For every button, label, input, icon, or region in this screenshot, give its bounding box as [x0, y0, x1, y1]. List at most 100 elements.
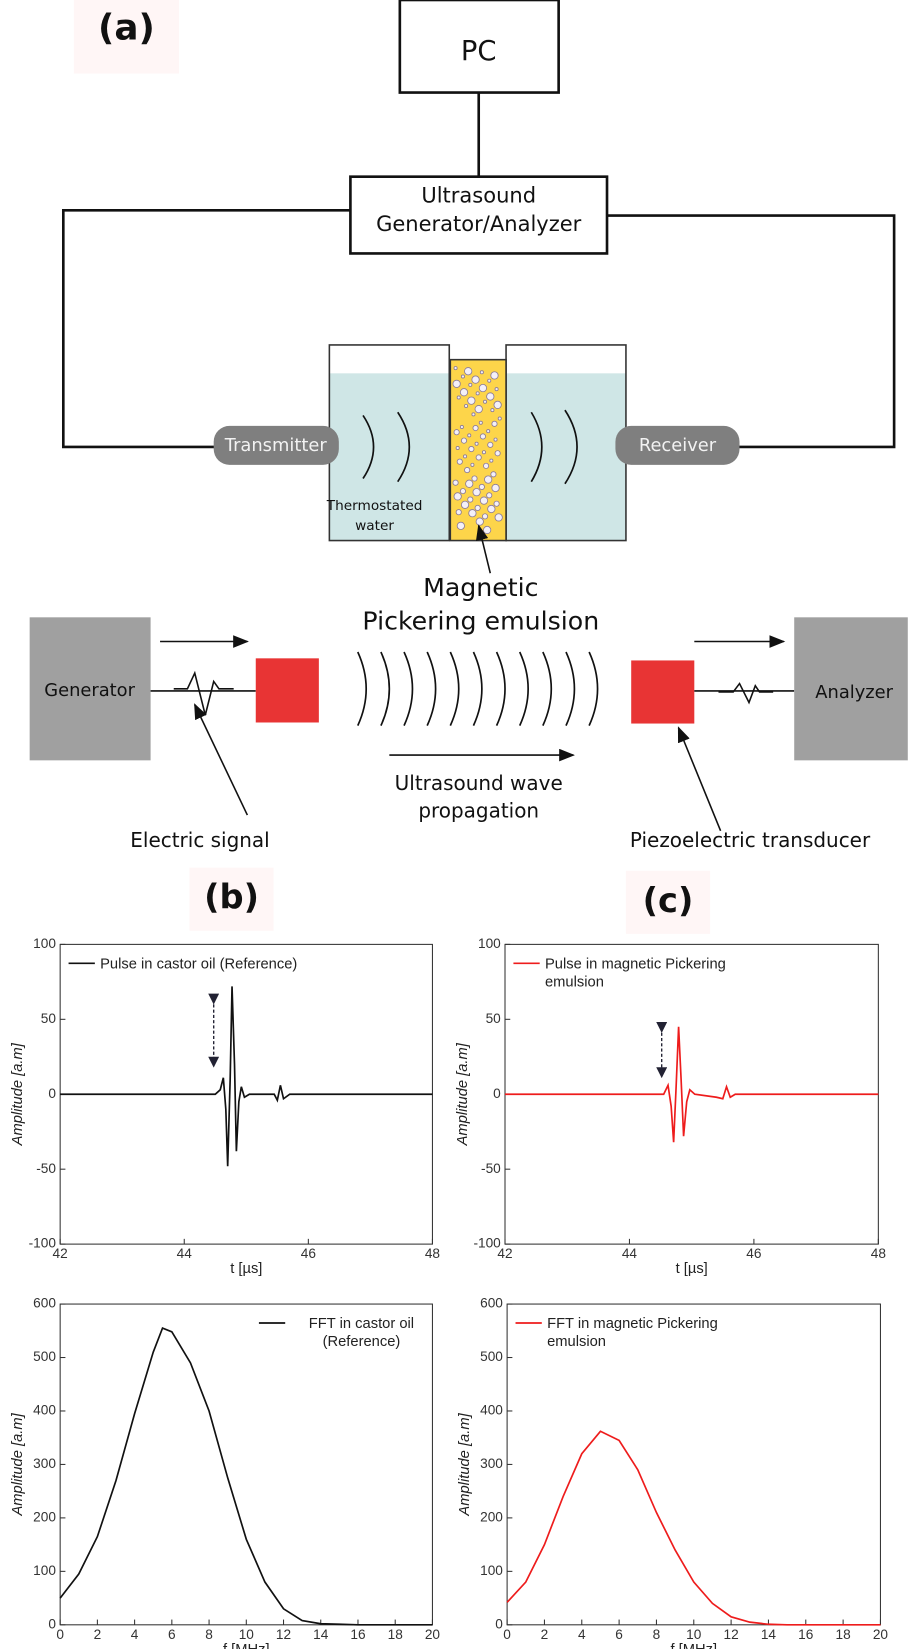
water-label: water [355, 518, 394, 534]
droplet [489, 458, 494, 463]
x-tick-label: 46 [746, 1246, 761, 1261]
y-tick-label: -50 [481, 1161, 501, 1176]
x-axis-label: t [µs] [230, 1261, 262, 1277]
droplet [478, 383, 488, 393]
arrow [475, 524, 492, 574]
droplet [493, 400, 502, 409]
x-tick-label: 44 [622, 1246, 638, 1261]
droplet [490, 371, 499, 380]
wave [588, 651, 599, 726]
droplet [471, 412, 476, 417]
droplet [453, 366, 458, 371]
x-axis-label: f [MHz] [223, 1642, 270, 1649]
droplet [468, 509, 477, 518]
transducer [255, 658, 319, 723]
droplet [487, 378, 492, 383]
analyzer-label: Analyzer [815, 682, 893, 703]
legend-label: FFT in magnetic Pickering emulsion [547, 1314, 718, 1350]
wave [542, 651, 553, 726]
x-tick-label: 46 [301, 1246, 316, 1261]
droplet [487, 504, 496, 514]
y-axis-label: Amplitude [a.m] [10, 1042, 26, 1146]
emulsion-label: Pickering emulsion [362, 607, 599, 636]
y-tick-label: 300 [33, 1456, 56, 1471]
x-tick-label: 16 [798, 1627, 813, 1642]
legend-label: Pulse in castor oil (Reference) [100, 954, 298, 972]
x-tick-label: 6 [615, 1627, 623, 1642]
droplet [460, 374, 465, 379]
label-bg [73, 0, 179, 74]
transmitter [213, 425, 339, 465]
x-tick-label: 42 [497, 1246, 512, 1261]
y-tick-label: 600 [33, 1296, 56, 1311]
x-tick-label: 10 [686, 1627, 702, 1642]
x-tick-label: 4 [578, 1627, 586, 1642]
x-tick-label: 12 [724, 1627, 739, 1642]
droplet [474, 504, 481, 512]
wave [518, 651, 529, 726]
x-tick-label: 18 [388, 1627, 403, 1642]
droplet [475, 454, 482, 461]
propagation-label: Ultrasound wave [395, 771, 563, 795]
wave [380, 651, 391, 726]
droplet [467, 496, 474, 503]
water [506, 373, 626, 541]
x-tick-label: 14 [761, 1627, 777, 1642]
droplet [479, 433, 486, 440]
droplet [460, 437, 468, 444]
analyzer-box [349, 175, 609, 255]
pc-box [398, 0, 560, 94]
x-tick-label: 8 [653, 1627, 661, 1642]
x-tick-label: 20 [873, 1627, 889, 1642]
droplet [483, 525, 492, 535]
wire [607, 214, 896, 449]
propagation-label: propagation [418, 798, 539, 822]
y-tick-label: 0 [48, 1616, 56, 1631]
droplet [490, 471, 497, 478]
wave [449, 651, 460, 726]
wave [357, 651, 367, 726]
droplet [464, 403, 469, 408]
droplet [459, 388, 469, 397]
legend-label: FFT in castor oil (Reference) [308, 1314, 415, 1350]
droplet [452, 479, 459, 486]
transducer [631, 660, 695, 724]
legend-box: FFT in magnetic Pickering emulsion [547, 1314, 718, 1350]
x-tick-label: 6 [168, 1627, 176, 1642]
data-line [506, 1430, 881, 1626]
y-tick-label: 600 [480, 1296, 503, 1311]
transducer-label: Piezoelectric transducer [630, 828, 871, 852]
y-tick-label: 0 [493, 1086, 501, 1101]
label-bg [189, 867, 274, 931]
droplet [472, 488, 481, 497]
droplet [455, 509, 462, 516]
x-tick-label: 4 [131, 1627, 139, 1642]
data-line [59, 1327, 433, 1626]
data-line [505, 1026, 879, 1143]
waves [357, 651, 599, 726]
panel-label: (b) [204, 878, 259, 917]
generator-box [29, 617, 151, 761]
x-tick-label: 42 [53, 1246, 68, 1261]
droplet [494, 513, 503, 522]
y-tick-label: 500 [33, 1349, 56, 1364]
droplet [470, 462, 475, 467]
y-axis-label: Amplitude [a.m] [455, 1042, 471, 1146]
droplet [497, 416, 502, 421]
droplet [483, 462, 490, 469]
box-label: Generator/Analyzer [376, 211, 582, 236]
wave [426, 651, 437, 726]
label-bg [625, 870, 711, 934]
box-label: Ultrasound [421, 183, 536, 208]
wave [362, 414, 375, 479]
y-tick-label: 100 [33, 936, 56, 951]
generator-label: Generator [44, 680, 135, 701]
droplet [474, 404, 483, 414]
y-tick-label: 400 [480, 1403, 503, 1418]
droplet [475, 517, 484, 526]
water [329, 373, 450, 541]
x-tick-label: 2 [541, 1627, 549, 1642]
x-tick-label: 14 [313, 1627, 329, 1642]
y-axis-label: Amplitude [a.m] [10, 1412, 26, 1516]
arrow [677, 726, 722, 832]
